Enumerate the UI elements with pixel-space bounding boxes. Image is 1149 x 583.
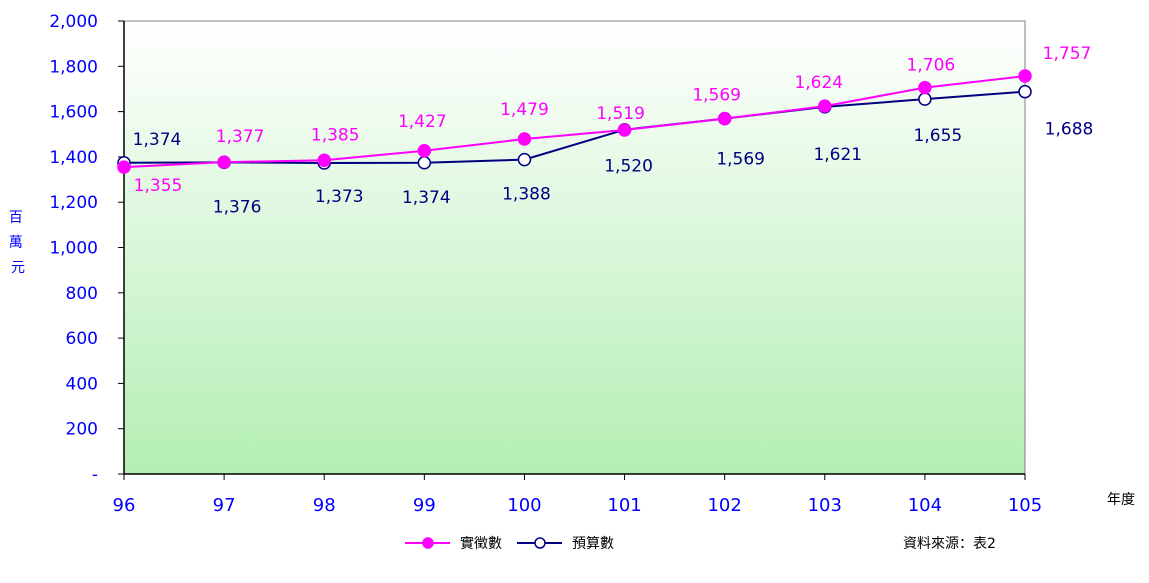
data-label-actual: 1,479 bbox=[500, 100, 549, 120]
data-label-budget: 1,374 bbox=[133, 130, 182, 150]
legend-label-budget: 預算數 bbox=[572, 536, 614, 552]
series-markers bbox=[117, 69, 1032, 174]
data-label-actual: 1,569 bbox=[692, 86, 741, 106]
data-label-actual: 1,355 bbox=[134, 176, 183, 196]
source-note: 資料來源：表2 bbox=[903, 536, 996, 552]
data-label-budget: 1,655 bbox=[914, 126, 963, 146]
y-tick-label: 200 bbox=[66, 420, 98, 440]
legend-item-budget: 預算數 bbox=[517, 536, 614, 552]
x-tick-label: 97 bbox=[213, 495, 236, 516]
y-axis-label: 百 萬 元 bbox=[9, 210, 27, 276]
point-actual bbox=[217, 155, 231, 169]
y-tick-label: 1,600 bbox=[49, 103, 98, 123]
series-line-budget bbox=[123, 90, 1026, 165]
data-label-actual: 1,757 bbox=[1043, 44, 1092, 64]
data-label-actual: 1,706 bbox=[907, 56, 956, 76]
data-labels: 1,355 1,377 1,385 1,427 1,479 1,519 1,569 1,624… bbox=[133, 44, 1094, 217]
data-label-actual: 1,519 bbox=[596, 104, 645, 124]
y-tick-label: 1,400 bbox=[49, 148, 98, 168]
y-tick-label: 1,200 bbox=[49, 193, 98, 213]
point-budget bbox=[1018, 84, 1032, 99]
data-label-budget: 1,373 bbox=[315, 187, 364, 207]
point-actual bbox=[918, 80, 932, 95]
x-tick-label: 105 bbox=[1008, 495, 1042, 516]
y-tick-label: 800 bbox=[66, 284, 98, 304]
x-tick-label: 101 bbox=[607, 495, 641, 516]
point-actual bbox=[1018, 69, 1032, 83]
data-label-budget: 1,376 bbox=[213, 197, 262, 217]
data-label-budget: 1,374 bbox=[402, 188, 451, 208]
y-tick-label: 1,800 bbox=[49, 57, 98, 77]
y-tick-label: 600 bbox=[66, 329, 98, 349]
data-label-actual: 1,427 bbox=[398, 112, 447, 132]
point-actual bbox=[818, 99, 832, 113]
data-label-budget: 1,569 bbox=[716, 150, 765, 170]
x-tick-label: 100 bbox=[507, 495, 541, 516]
x-axis-label: 年度 bbox=[1107, 492, 1135, 508]
point-actual bbox=[517, 132, 532, 146]
x-tick-label: 99 bbox=[413, 495, 436, 516]
point-actual bbox=[717, 111, 732, 126]
x-tick-label: 102 bbox=[707, 495, 741, 516]
legend-item-actual: 實徵數 bbox=[405, 535, 502, 552]
legend: 實徵數 預算數 bbox=[405, 535, 614, 552]
y-tick-label: 400 bbox=[66, 374, 98, 394]
data-label-actual: 1,377 bbox=[216, 127, 265, 147]
y-tick-label: 2,000 bbox=[49, 12, 98, 32]
x-tick-label: 96 bbox=[113, 495, 136, 516]
point-actual bbox=[317, 153, 331, 168]
y-tick-label: - bbox=[92, 465, 98, 485]
data-label-budget: 1,388 bbox=[502, 185, 551, 205]
point-actual bbox=[117, 160, 131, 174]
point-budget bbox=[517, 152, 532, 167]
data-label-budget: 1,520 bbox=[604, 157, 653, 177]
data-label-actual: 1,624 bbox=[794, 73, 843, 93]
data-label-budget: 1,621 bbox=[813, 145, 862, 165]
x-tick-label: 104 bbox=[908, 495, 942, 516]
tick-labels: - 200 400 600 800 1,000 1,200 1,400 1,600 1,800 2,… bbox=[49, 12, 1042, 516]
x-tick-label: 98 bbox=[313, 495, 336, 516]
point-actual bbox=[417, 144, 432, 158]
point-budget bbox=[918, 92, 932, 106]
legend-label-actual: 實徵數 bbox=[460, 535, 502, 552]
series-lines bbox=[123, 75, 1026, 169]
x-tick-label: 103 bbox=[808, 495, 842, 516]
plot-area bbox=[123, 20, 1026, 475]
y-tick-label: 1,000 bbox=[49, 239, 98, 259]
series-line-actual bbox=[123, 75, 1026, 169]
data-label-budget: 1,688 bbox=[1045, 120, 1094, 140]
point-budget bbox=[417, 156, 432, 170]
axes bbox=[118, 20, 1026, 480]
point-actual bbox=[617, 123, 632, 137]
data-label-actual: 1,385 bbox=[311, 125, 360, 145]
